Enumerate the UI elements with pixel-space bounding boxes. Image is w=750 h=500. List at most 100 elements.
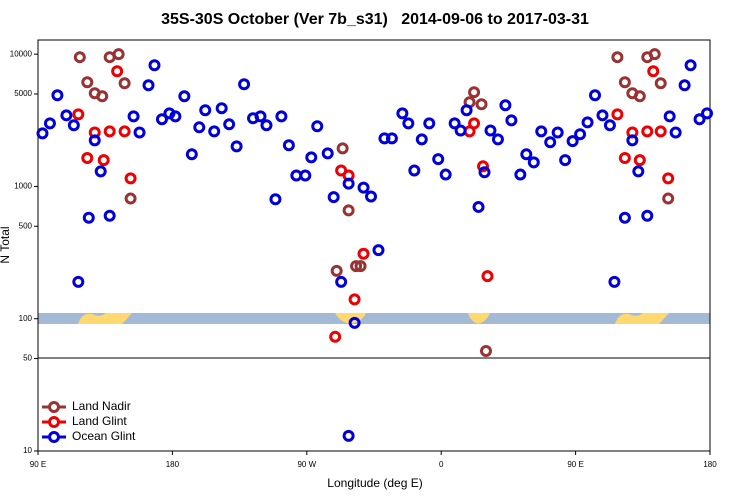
point — [127, 110, 140, 123]
land-blob — [78, 313, 132, 324]
point — [535, 125, 548, 138]
point — [491, 133, 504, 146]
x-tick-label: 90 W — [297, 460, 316, 469]
point — [193, 121, 206, 134]
point — [478, 166, 491, 179]
point — [596, 109, 609, 122]
point — [662, 192, 675, 205]
point — [439, 168, 452, 181]
point — [282, 139, 295, 152]
point — [67, 119, 80, 132]
point — [423, 117, 436, 130]
point — [350, 260, 363, 273]
y-tick-label: 10 — [23, 446, 32, 455]
point — [72, 108, 85, 121]
point — [118, 77, 131, 90]
point — [475, 98, 488, 111]
point — [51, 89, 64, 102]
point — [348, 293, 361, 306]
plot-frame — [37, 39, 711, 452]
y-axis-label: N Total — [0, 226, 12, 263]
point — [505, 114, 518, 127]
point — [477, 160, 490, 173]
point — [662, 172, 675, 185]
point — [641, 209, 654, 222]
point — [648, 48, 661, 61]
x-tick-label: 180 — [166, 460, 180, 469]
point — [365, 190, 378, 203]
point — [527, 156, 540, 169]
point — [94, 165, 107, 178]
point — [647, 65, 660, 78]
y-tick-label: 100 — [19, 314, 33, 323]
point — [111, 65, 124, 78]
point — [185, 148, 198, 161]
point — [654, 77, 667, 90]
point — [520, 148, 533, 161]
ocean-band — [38, 313, 710, 324]
point — [208, 125, 221, 138]
point — [701, 107, 714, 120]
point — [559, 154, 572, 167]
point — [299, 169, 312, 182]
legend-label: Land Nadir — [72, 399, 131, 413]
point — [342, 429, 355, 442]
point — [305, 151, 318, 164]
x-tick-label: 180 — [703, 460, 717, 469]
point — [415, 133, 428, 146]
point — [118, 125, 131, 138]
point — [311, 120, 324, 133]
point — [626, 134, 639, 147]
point — [354, 260, 367, 273]
y-tick-label: 10000 — [10, 49, 33, 58]
point — [669, 126, 682, 139]
point — [468, 117, 481, 130]
point — [608, 275, 621, 288]
point — [460, 104, 473, 117]
point — [378, 132, 391, 145]
point — [329, 330, 342, 343]
point — [385, 132, 398, 145]
point — [342, 204, 355, 217]
point — [124, 192, 137, 205]
point — [81, 152, 94, 165]
point — [484, 124, 497, 137]
x-tick-label: 0 — [439, 460, 444, 469]
land-blob — [615, 313, 669, 324]
point — [432, 153, 445, 166]
legend-marker — [48, 431, 60, 443]
point — [632, 165, 645, 178]
point — [348, 316, 361, 329]
point — [254, 110, 267, 123]
point — [514, 168, 527, 181]
point — [103, 209, 116, 222]
point — [215, 102, 228, 115]
point — [72, 275, 85, 288]
point — [603, 119, 616, 132]
legend-label: Ocean Glint — [72, 429, 136, 443]
point — [124, 172, 137, 185]
point — [589, 89, 602, 102]
point — [480, 345, 492, 358]
point — [260, 119, 273, 132]
point — [396, 107, 409, 120]
chart-title: 35S-30S October (Ver 7b_s31) 2014-09-06 … — [161, 11, 589, 28]
point — [82, 211, 95, 224]
point — [633, 154, 646, 167]
point — [81, 76, 94, 89]
x-tick-label: 90 E — [567, 460, 583, 469]
point — [454, 124, 467, 137]
point — [468, 86, 481, 99]
point — [155, 113, 168, 126]
point — [641, 125, 654, 138]
y-tick-label: 50 — [23, 354, 32, 363]
map-strip — [38, 313, 710, 324]
x-axis-label: Longitude (deg E) — [327, 476, 422, 490]
point — [269, 193, 282, 206]
point — [142, 79, 155, 92]
point — [60, 109, 73, 122]
point — [611, 108, 624, 121]
point — [448, 117, 461, 130]
land-blob — [468, 313, 490, 324]
